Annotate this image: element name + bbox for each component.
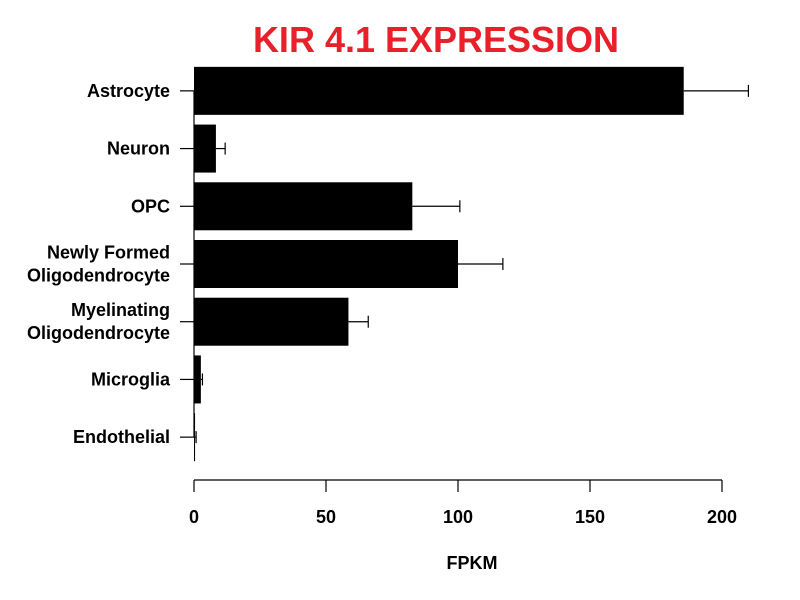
category-label: Microglia	[91, 369, 171, 389]
error-bars-layer	[195, 84, 750, 444]
category-label: Astrocyte	[87, 81, 170, 101]
bar	[194, 240, 458, 288]
bar	[194, 66, 684, 115]
bar	[194, 297, 349, 346]
bar	[194, 182, 413, 231]
category-label: Myelinating	[71, 300, 170, 320]
category-label: Oligodendrocyte	[27, 266, 170, 286]
x-tick-label: 0	[189, 507, 199, 527]
category-label: Endothelial	[73, 427, 170, 447]
x-tick-label: 200	[707, 507, 737, 527]
x-axis-label: FPKM	[447, 553, 498, 573]
category-label: OPC	[131, 196, 170, 216]
bars-layer	[194, 66, 684, 462]
x-tick-label: 50	[316, 507, 336, 527]
category-label: Neuron	[107, 139, 170, 159]
y-axis: Astrocyte Neuron OPC Newly Formed Oligodendr…	[27, 81, 195, 447]
chart-title: KIR 4.1 EXPRESSION	[253, 19, 619, 60]
bar	[194, 355, 201, 404]
category-label: Oligodendrocyte	[27, 323, 170, 343]
x-axis: 0 50 100 150 200	[189, 479, 737, 527]
x-tick-label: 100	[443, 507, 473, 527]
bar	[194, 124, 216, 173]
x-tick-label: 150	[575, 507, 605, 527]
category-label: Newly Formed	[47, 243, 170, 263]
